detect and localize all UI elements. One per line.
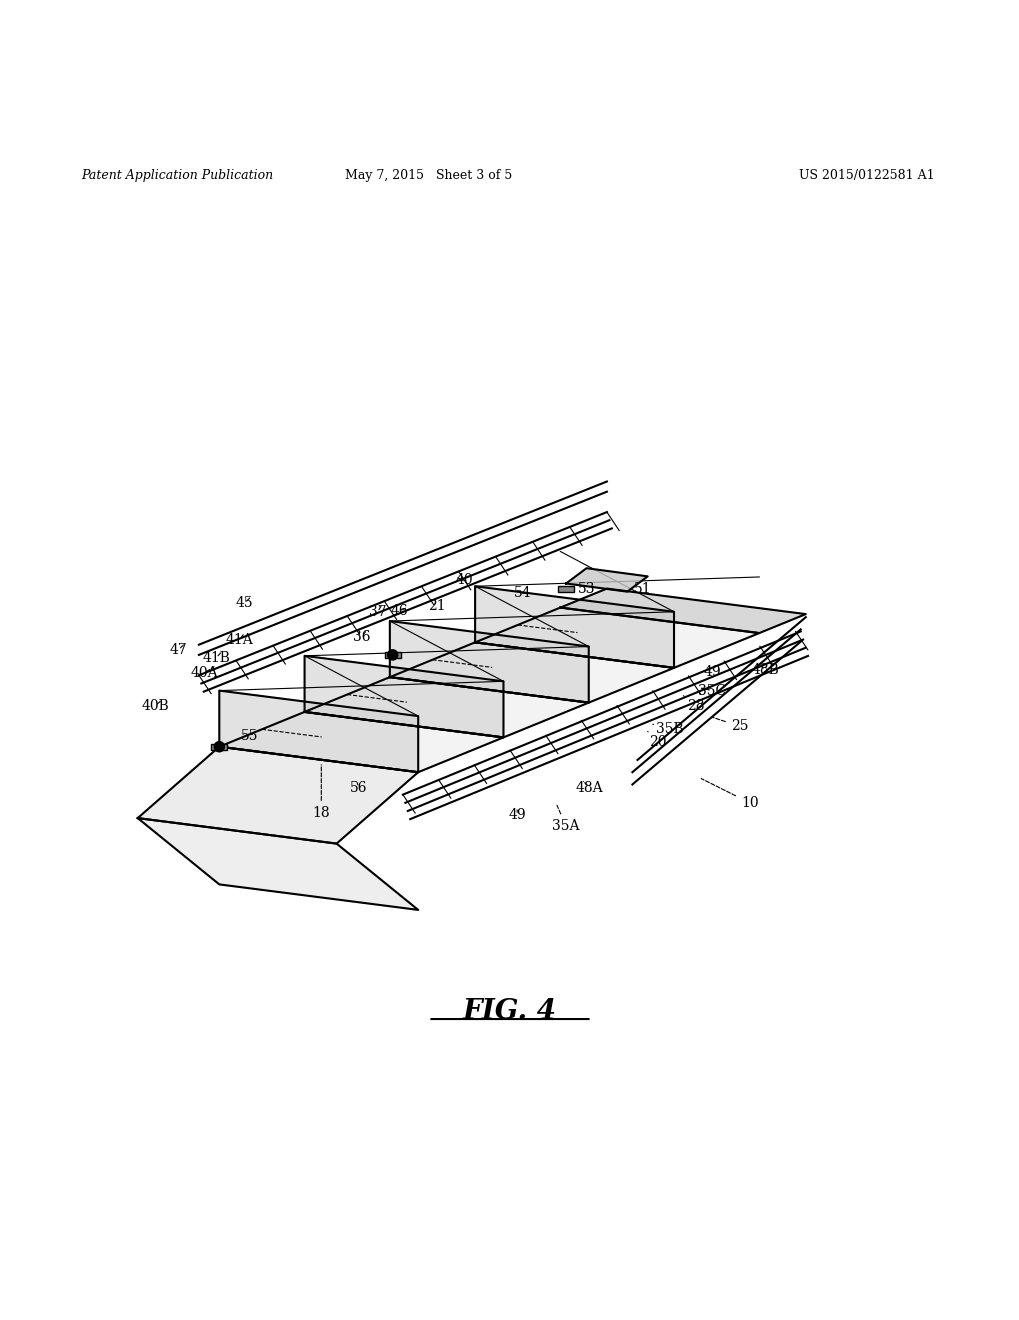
Text: 40B: 40B [141, 698, 169, 713]
Polygon shape [138, 747, 418, 843]
Polygon shape [219, 690, 418, 772]
Text: 35C: 35C [697, 684, 726, 697]
Text: 10: 10 [700, 779, 758, 809]
Text: 35A: 35A [552, 805, 579, 833]
Text: 49: 49 [507, 808, 526, 822]
Polygon shape [138, 818, 418, 909]
Polygon shape [475, 607, 758, 668]
Polygon shape [389, 643, 674, 702]
Text: 35B: 35B [652, 722, 684, 737]
Polygon shape [389, 620, 588, 702]
Text: 37: 37 [368, 605, 386, 619]
Text: 56: 56 [350, 780, 368, 795]
Text: 54: 54 [513, 586, 531, 599]
Text: 49: 49 [702, 665, 720, 680]
Text: 48A: 48A [575, 780, 603, 795]
Text: May 7, 2015   Sheet 3 of 5: May 7, 2015 Sheet 3 of 5 [344, 169, 512, 182]
Text: US 2015/0122581 A1: US 2015/0122581 A1 [799, 169, 933, 182]
Polygon shape [566, 568, 647, 591]
Text: 28: 28 [683, 696, 704, 713]
Polygon shape [475, 586, 674, 668]
Text: Patent Application Publication: Patent Application Publication [82, 169, 273, 182]
Polygon shape [305, 656, 503, 738]
Text: 55: 55 [240, 730, 259, 743]
Text: 41A: 41A [225, 632, 254, 647]
Text: FIG. 4: FIG. 4 [463, 998, 556, 1026]
Text: 25: 25 [711, 717, 748, 734]
Text: 41B: 41B [202, 651, 230, 665]
Circle shape [214, 742, 224, 752]
Bar [557, 586, 574, 591]
Text: 53: 53 [577, 582, 595, 595]
Text: 40A: 40A [190, 667, 218, 680]
Bar [384, 652, 400, 657]
Bar [211, 743, 227, 750]
Text: 51: 51 [633, 582, 651, 595]
Text: 18: 18 [312, 764, 330, 820]
Text: 21: 21 [427, 599, 445, 612]
Text: 36: 36 [353, 630, 371, 644]
Polygon shape [305, 677, 588, 738]
Text: 48B: 48B [750, 663, 779, 677]
Polygon shape [219, 711, 503, 772]
Text: 46: 46 [390, 605, 409, 618]
Text: 40: 40 [454, 573, 473, 587]
Text: 47: 47 [169, 643, 187, 657]
Text: 45: 45 [235, 595, 254, 610]
Text: 20: 20 [647, 731, 666, 748]
Circle shape [387, 649, 397, 660]
Polygon shape [559, 589, 805, 634]
